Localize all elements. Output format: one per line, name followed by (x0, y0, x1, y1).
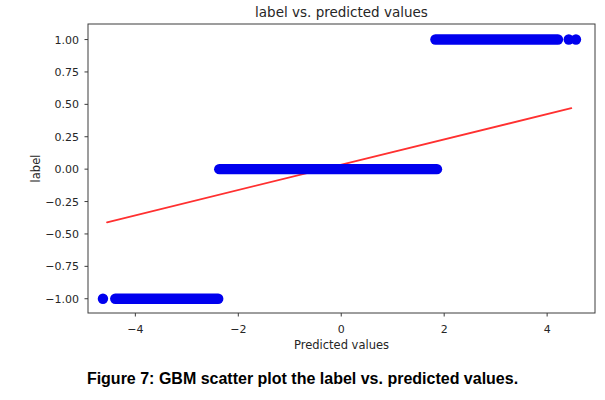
y-tick-label: 0.50 (55, 98, 80, 111)
y-axis-label: label (29, 155, 43, 183)
figure-caption: Figure 7: GBM scatter plot the label vs.… (0, 370, 605, 388)
chart-title: label vs. predicted values (255, 4, 428, 20)
figure-7: −4 −2 0 2 4 1.00 0.75 0.50 0.25 0.00 −0.25 −0.50 −0.… (0, 0, 605, 388)
y-tick-label: −0.50 (45, 228, 79, 241)
y-tick-label: 0.25 (55, 131, 80, 144)
x-axis-label: Predicted values (294, 338, 389, 352)
scatter-point (571, 34, 581, 44)
x-tick-label: 4 (544, 323, 551, 336)
x-tick-label: −2 (230, 323, 246, 336)
document-page: −4 −2 0 2 4 1.00 0.75 0.50 0.25 0.00 −0.25 −0.50 −0.… (0, 0, 605, 400)
scatter-plot: −4 −2 0 2 4 1.00 0.75 0.50 0.25 0.00 −0.25 −0.50 −0.… (0, 0, 605, 358)
y-tick-label: 0.75 (55, 66, 80, 79)
y-tick-label: −0.75 (45, 260, 79, 273)
scatter-point (98, 294, 108, 304)
x-tick-label: −4 (127, 323, 143, 336)
y-tick-label: 1.00 (55, 34, 80, 47)
y-tick-label: −1.00 (45, 293, 79, 306)
x-tick-label: 0 (338, 323, 345, 336)
x-tick-label: 2 (441, 323, 448, 336)
y-tick-label: 0.00 (55, 163, 80, 176)
y-tick-label: −0.25 (45, 196, 79, 209)
